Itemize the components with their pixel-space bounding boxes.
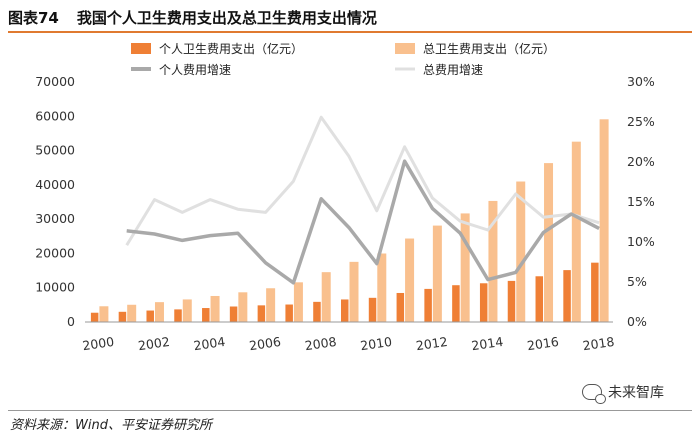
bar-total (349, 261, 359, 322)
bar-total (460, 213, 470, 322)
legend-label-personal-line: 个人费用增速 (159, 63, 231, 77)
y-left-tick-label: 60000 (35, 108, 75, 123)
legend-label-total-line: 总费用增速 (423, 63, 483, 77)
bar-personal (535, 276, 544, 322)
legend-label-total-bar: 总卫生费用支出（亿元） (423, 41, 555, 56)
bar-personal (563, 270, 571, 322)
y-right-tick-label: 5% (627, 274, 647, 289)
x-tick-label: 2006 (248, 334, 282, 353)
chart-area: 个人卫生费用支出（亿元） 总卫生费用支出（亿元） 个人费用增速 总费用增速 0 10000… (35, 41, 655, 353)
figure-header: 图表74 我国个人卫生费用支出及总卫生费用支出情况 (8, 4, 692, 30)
footer-rule (8, 410, 692, 411)
y-right-tick-label: 30% (627, 74, 655, 89)
source-note: 资料来源：Wind、平安证券研究所 (10, 418, 212, 433)
y-left-tick-label: 10000 (35, 280, 75, 295)
bar-personal (479, 283, 488, 322)
bar-personal (507, 280, 516, 322)
bar-total (432, 225, 442, 322)
bar-personal (452, 285, 460, 322)
bar-total (599, 119, 609, 323)
y-left-tick-label: 50000 (35, 143, 75, 158)
x-tick-label: 2004 (193, 334, 227, 353)
bar-total (238, 292, 248, 322)
bar-total (516, 181, 526, 322)
bar-total (488, 200, 498, 322)
bar-total (182, 299, 192, 322)
bar-total (127, 304, 137, 322)
bar-total (210, 295, 220, 322)
header-rule (8, 31, 692, 33)
bar-personal (257, 305, 266, 322)
y-left-tick-label: 0 (67, 314, 75, 329)
figure-number: 图表74 (8, 8, 59, 27)
x-tick-label: 2018 (582, 334, 616, 353)
bar-personal (591, 262, 599, 322)
wechat-icon (582, 384, 606, 404)
bar-personal (229, 306, 238, 322)
x-tick-label: 2016 (526, 334, 560, 353)
y-left-tick-label: 20000 (35, 245, 75, 260)
bar-total (266, 288, 276, 322)
bar-total (99, 306, 109, 322)
y-right-tick-label: 25% (627, 114, 655, 129)
bar-total (293, 282, 303, 322)
bar-personal (90, 312, 99, 322)
x-tick-label: 2014 (471, 334, 505, 353)
line-total-growth (125, 115, 600, 246)
bar-total (405, 238, 415, 322)
y-right-tick-label: 20% (627, 154, 655, 169)
x-tick-label: 2002 (137, 334, 171, 353)
bar-personal (202, 308, 210, 322)
watermark-label: 未来智库 (608, 385, 664, 401)
y-right-tick-label: 10% (627, 234, 655, 249)
watermark: 未来智库 (582, 382, 664, 404)
x-tick-label: 2012 (415, 334, 449, 353)
bar-personal (424, 288, 432, 322)
bar-personal (368, 297, 377, 322)
bar-total (154, 302, 164, 322)
y-right-tick-label: 0% (627, 314, 647, 329)
bar-total (571, 141, 581, 322)
y-left-tick-label: 70000 (35, 74, 75, 89)
bar-total (544, 163, 554, 322)
y-right-tick-label: 15% (627, 194, 655, 209)
bar-personal (174, 309, 182, 322)
bar-personal (118, 311, 127, 322)
bar-personal (341, 299, 349, 322)
legend-swatch-total-bar (395, 43, 415, 54)
line-personal-growth (126, 159, 600, 285)
legend-label-personal-bar: 个人卫生费用支出（亿元） (159, 41, 303, 56)
y-left-tick-label: 40000 (35, 177, 75, 192)
bar-total (321, 272, 331, 322)
y-left-tick-label: 30000 (35, 211, 75, 226)
bar-personal (285, 304, 293, 322)
legend-swatch-personal-bar (131, 43, 151, 54)
x-tick-label: 2000 (81, 334, 115, 353)
figure-title: 我国个人卫生费用支出及总卫生费用支出情况 (76, 8, 377, 27)
bar-total (377, 253, 387, 322)
bar-personal (313, 301, 321, 322)
x-tick-label: 2008 (304, 334, 338, 353)
bar-personal (396, 292, 405, 322)
x-tick-label: 2010 (359, 334, 393, 353)
bar-personal (146, 310, 154, 322)
